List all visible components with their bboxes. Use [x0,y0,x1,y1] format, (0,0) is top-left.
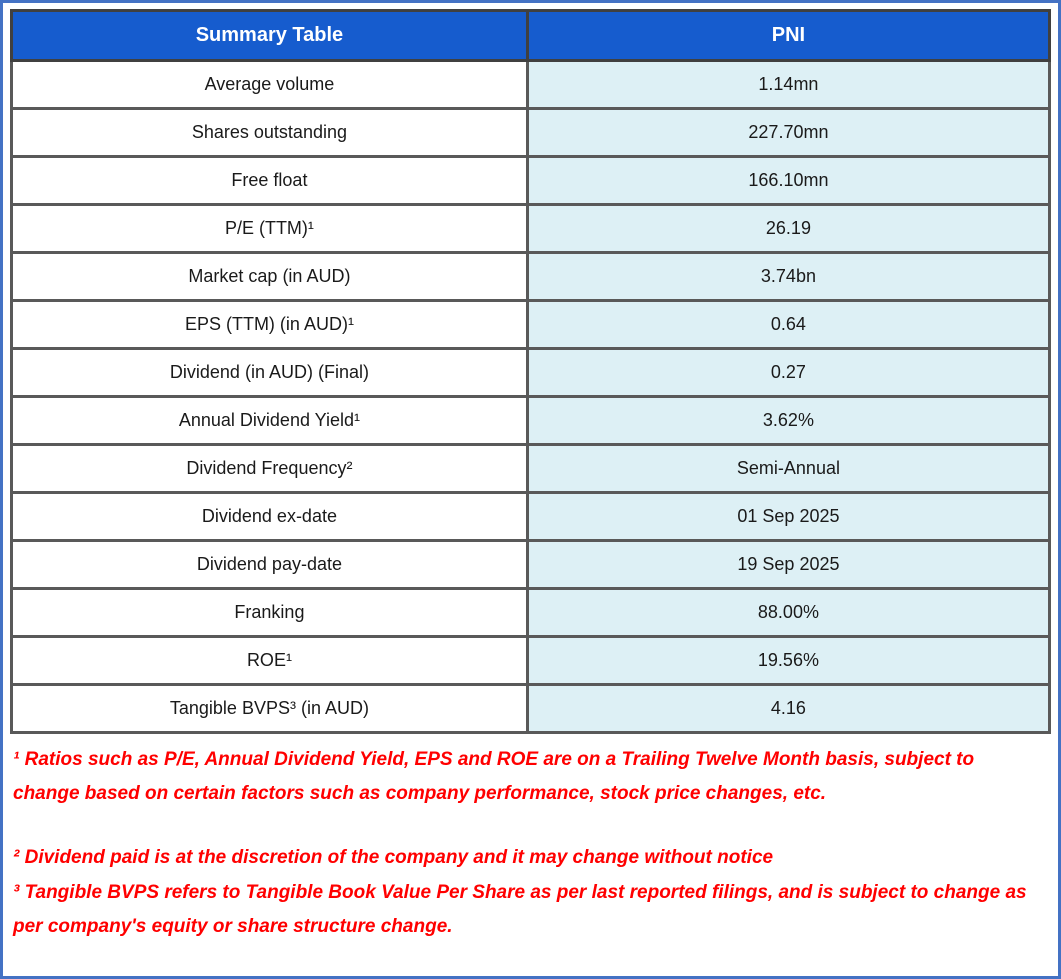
footnotes-section: ¹ Ratios such as P/E, Annual Dividend Yi… [10,734,1051,944]
table-row: Market cap (in AUD) 3.74bn [10,251,1052,302]
table-row: Shares outstanding 227.70mn [10,107,1052,158]
table-row: Franking 88.00% [10,587,1052,638]
row-value: 4.16 [525,683,1052,734]
table-row: Annual Dividend Yield¹ 3.62% [10,395,1052,446]
table-row: EPS (TTM) (in AUD)¹ 0.64 [10,299,1052,350]
row-label: Market cap (in AUD) [10,251,529,302]
row-label: Dividend (in AUD) (Final) [10,347,529,398]
table-row: Free float 166.10mn [10,155,1052,206]
table-row: P/E (TTM)¹ 26.19 [10,203,1052,254]
row-value: 166.10mn [525,155,1052,206]
row-label: Dividend pay-date [10,539,529,590]
row-label: Franking [10,587,529,638]
header-summary-table: Summary Table [10,9,529,62]
row-label: Free float [10,155,529,206]
row-label: P/E (TTM)¹ [10,203,529,254]
row-value: Semi-Annual [525,443,1052,494]
row-label: Shares outstanding [10,107,529,158]
row-value: 3.62% [525,395,1052,446]
table-body: Average volume 1.14mn Shares outstanding 22… [10,59,1052,734]
row-value: 0.64 [525,299,1052,350]
row-label: Average volume [10,59,529,110]
row-label: Dividend ex-date [10,491,529,542]
table-row: Average volume 1.14mn [10,59,1052,110]
row-value: 3.74bn [525,251,1052,302]
footnote-dividend-discretion: ² Dividend paid is at the discretion of … [13,847,774,869]
row-value: 19.56% [525,635,1052,686]
row-value: 227.70mn [525,107,1052,158]
table-row: Tangible BVPS³ (in AUD) 4.16 [10,683,1052,734]
row-label: EPS (TTM) (in AUD)¹ [10,299,529,350]
table-row: ROE¹ 19.56% [10,635,1052,686]
footnote-tangible-bvps: ³ Tangible BVPS refers to Tangible Book … [13,881,1027,937]
footnote-ttm-ratios: ¹ Ratios such as P/E, Annual Dividend Yi… [13,749,975,805]
table-row: Dividend (in AUD) (Final) 0.27 [10,347,1052,398]
header-row: Summary Table PNI [10,9,1052,62]
row-label: Dividend Frequency² [10,443,529,494]
header-ticker-pni: PNI [525,9,1052,62]
row-label: Annual Dividend Yield¹ [10,395,529,446]
table-row: Dividend ex-date 01 Sep 2025 [10,491,1052,542]
row-value: 19 Sep 2025 [525,539,1052,590]
row-value: 01 Sep 2025 [525,491,1052,542]
row-value: 26.19 [525,203,1052,254]
summary-table: Summary Table PNI Average volume 1.14mn Sh… [10,9,1052,734]
row-value: 0.27 [525,347,1052,398]
row-label: ROE¹ [10,635,529,686]
table-row: Dividend Frequency² Semi-Annual [10,443,1052,494]
table-row: Dividend pay-date 19 Sep 2025 [10,539,1052,590]
row-value: 88.00% [525,587,1052,638]
row-value: 1.14mn [525,59,1052,110]
row-label: Tangible BVPS³ (in AUD) [10,683,529,734]
